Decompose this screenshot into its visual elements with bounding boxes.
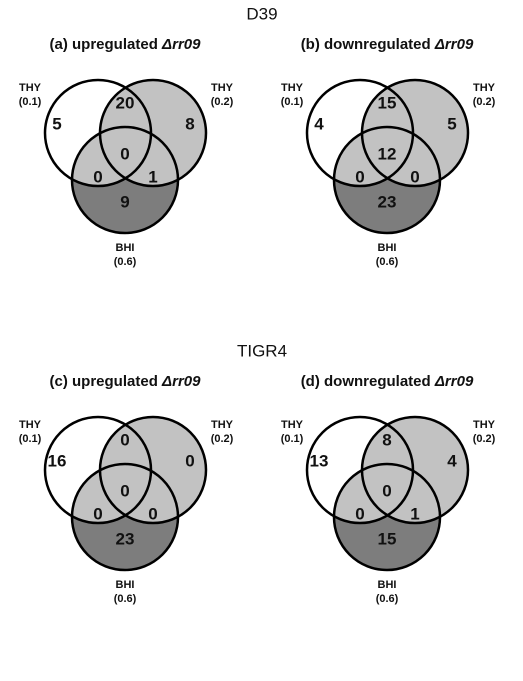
region-count: 4 <box>447 451 457 470</box>
set-label: THY <box>211 82 234 94</box>
set-label: THY <box>473 419 496 431</box>
region-count: 5 <box>447 114 456 133</box>
set-label: THY <box>19 82 42 94</box>
set-label: THY <box>281 82 304 94</box>
set-value: (0.1) <box>281 96 304 108</box>
set-value: (0.2) <box>211 96 234 108</box>
panel-title-text: (a) upregulated <box>50 36 158 53</box>
venn-panel: (a) upregulated Δrr09 THY (0.1) THY (0.2) BHI… <box>19 36 234 268</box>
region-count: 1 <box>410 504 419 523</box>
region-count: 0 <box>410 167 419 186</box>
set-label: BHI <box>116 579 135 591</box>
region-count: 15 <box>378 93 397 112</box>
region-count: 8 <box>185 114 194 133</box>
region-count: 16 <box>48 451 67 470</box>
circle-outline <box>70 125 180 235</box>
region-count: 5 <box>52 114 61 133</box>
region-count: 4 <box>314 114 324 133</box>
set-label: THY <box>19 419 42 431</box>
set-value: (0.6) <box>114 256 137 268</box>
region-count: 0 <box>93 504 102 523</box>
region-count: 13 <box>310 451 329 470</box>
set-value: (0.6) <box>376 593 399 605</box>
set-value: (0.6) <box>376 256 399 268</box>
region-count: 23 <box>378 192 397 211</box>
venn-panel: (b) downregulated Δrr09 THY (0.1) THY (0.2) B… <box>281 36 496 268</box>
set-label: BHI <box>116 242 135 254</box>
region-count: 23 <box>116 529 135 548</box>
set-value: (0.6) <box>114 593 137 605</box>
circle-outline <box>70 462 180 572</box>
section-title: D39 <box>246 4 277 23</box>
set-label: BHI <box>378 242 397 254</box>
panel-title: (a) upregulated Δrr09 <box>50 36 202 53</box>
panel-title-gene: Δrr09 <box>161 36 201 53</box>
panel-title-text: (d) downregulated <box>301 373 431 390</box>
venn-panel: (d) downregulated Δrr09 THY (0.1) THY (0.2) B… <box>281 373 496 605</box>
region-count: 0 <box>355 504 364 523</box>
set-value: (0.1) <box>19 433 42 445</box>
set-value: (0.1) <box>19 96 42 108</box>
section-title: TIGR4 <box>237 341 287 360</box>
region-count: 0 <box>185 451 194 470</box>
region-count: 0 <box>382 481 391 500</box>
panel-title-gene: Δrr09 <box>434 373 474 390</box>
panel-title: (c) upregulated Δrr09 <box>50 373 202 390</box>
set-label: THY <box>281 419 304 431</box>
circle-outline <box>332 125 442 235</box>
region-count: 0 <box>148 504 157 523</box>
region-count: 20 <box>116 93 135 112</box>
panel-title-text: (c) upregulated <box>50 373 158 390</box>
region-count: 0 <box>93 167 102 186</box>
region-count: 15 <box>378 529 397 548</box>
region-count: 0 <box>355 167 364 186</box>
region-count: 8 <box>382 430 391 449</box>
region-count: 0 <box>120 481 129 500</box>
circle-outline <box>332 462 442 572</box>
region-count: 12 <box>378 144 397 163</box>
region-count: 0 <box>120 144 129 163</box>
set-label: BHI <box>378 579 397 591</box>
set-label: THY <box>473 82 496 94</box>
venn-panel: (c) upregulated Δrr09 THY (0.1) THY (0.2) BHI… <box>19 373 234 605</box>
panel-title: (b) downregulated Δrr09 <box>301 36 474 53</box>
set-label: THY <box>211 419 234 431</box>
set-value: (0.1) <box>281 433 304 445</box>
region-count: 1 <box>148 167 157 186</box>
panel-title-gene: Δrr09 <box>161 373 201 390</box>
region-count: 0 <box>120 430 129 449</box>
set-value: (0.2) <box>473 433 496 445</box>
panel-title-gene: Δrr09 <box>434 36 474 53</box>
panel-title-text: (b) downregulated <box>301 36 431 53</box>
set-value: (0.2) <box>211 433 234 445</box>
set-value: (0.2) <box>473 96 496 108</box>
region-count: 9 <box>120 192 129 211</box>
panel-title: (d) downregulated Δrr09 <box>301 373 474 390</box>
